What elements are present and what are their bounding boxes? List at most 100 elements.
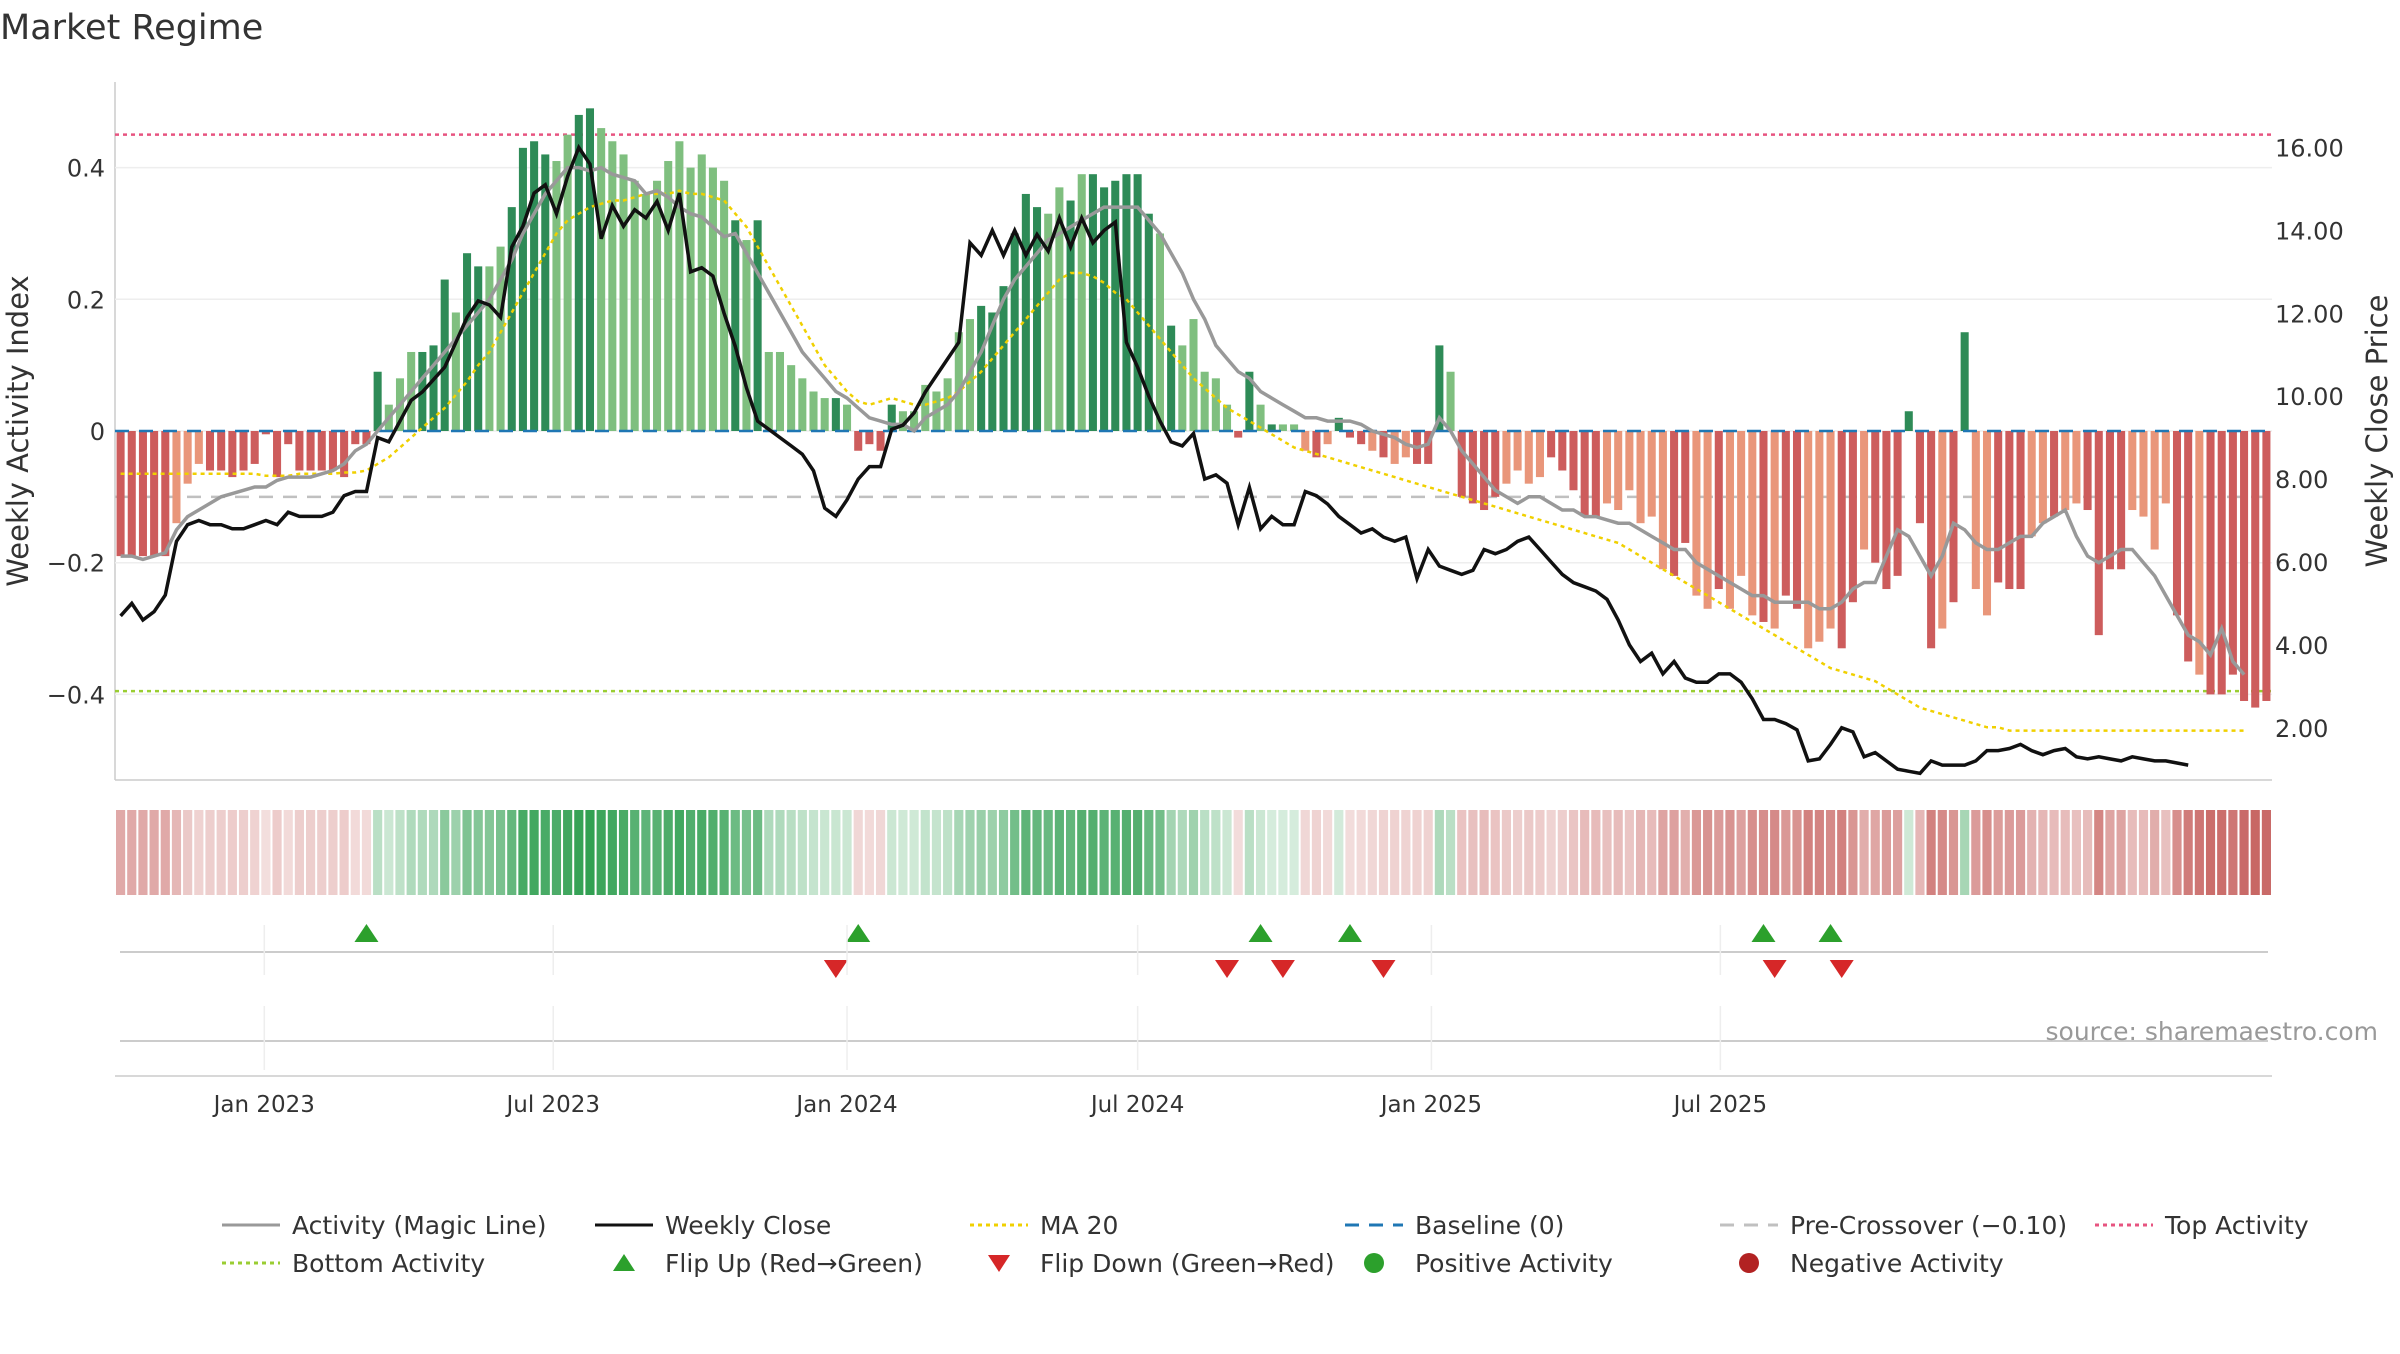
regime-strip-cell xyxy=(1513,810,1523,895)
legend-item: MA 20 xyxy=(970,1211,1118,1240)
regime-strip-cell xyxy=(205,810,215,895)
activity-bar xyxy=(1234,431,1243,438)
regime-strip-cell xyxy=(797,810,807,895)
activity-bar xyxy=(541,154,550,431)
regime-strip-cell xyxy=(1255,810,1266,895)
chart-title: Market Regime xyxy=(0,8,264,48)
regime-strip-cell xyxy=(1211,810,1221,895)
activity-bar xyxy=(127,431,136,557)
activity-bar xyxy=(1278,424,1287,431)
legend-label: Weekly Close xyxy=(665,1211,831,1240)
regime-strip-cell xyxy=(440,810,450,895)
regime-strip-cell xyxy=(395,810,405,895)
activity-bar xyxy=(1245,371,1254,431)
activity-bar xyxy=(597,128,606,431)
activity-bar xyxy=(1759,431,1768,622)
weekly-close-line xyxy=(119,143,2189,776)
activity-bar xyxy=(887,404,896,431)
regime-strip-cell xyxy=(2172,810,2182,895)
flip-down-marker xyxy=(1270,960,1295,978)
regime-strip-cell xyxy=(741,810,752,895)
regime-strip-cell xyxy=(1647,810,1657,895)
regime-strip-cell xyxy=(2015,810,2026,895)
legend-item: Negative Activity xyxy=(1739,1249,2004,1278)
activity-bar xyxy=(1379,431,1388,458)
activity-bar xyxy=(306,431,315,471)
activity-bar xyxy=(138,431,147,557)
regime-strip-cell xyxy=(1714,810,1724,895)
regime-strip-cell xyxy=(1088,810,1098,895)
activity-bar xyxy=(1848,431,1857,603)
regime-strip-cell xyxy=(1133,810,1143,895)
regime-strip-cell xyxy=(417,810,427,895)
activity-bar xyxy=(1547,431,1556,458)
x-tick-label: Jul 2025 xyxy=(1672,1092,1768,1118)
activity-bar xyxy=(1021,193,1030,431)
regime-strip-cell xyxy=(484,810,494,895)
activity-bar xyxy=(865,431,874,445)
activity-bar xyxy=(351,431,360,445)
regime-strip-cell xyxy=(171,810,182,895)
activity-bar xyxy=(1882,431,1891,590)
regime-strip-cell xyxy=(1758,810,1769,895)
activity-bar xyxy=(2016,431,2025,590)
regime-strip-cell xyxy=(384,810,394,895)
activity-bar xyxy=(1994,431,2003,583)
activity-bar xyxy=(910,411,919,431)
activity-bar xyxy=(1524,431,1533,484)
activity-bar xyxy=(1982,431,1992,616)
activity-bar xyxy=(1189,319,1198,431)
activity-bar xyxy=(2206,431,2215,695)
regime-strip-cell xyxy=(685,810,696,895)
regime-strip-cell xyxy=(2217,810,2227,895)
activity-bar xyxy=(664,161,673,432)
legend-label: Bottom Activity xyxy=(292,1249,485,1278)
regime-strip-cell xyxy=(708,810,718,895)
activity-bar xyxy=(854,431,863,451)
activity-bar xyxy=(2083,431,2092,511)
activity-bar xyxy=(1267,424,1276,431)
x-tick-label: Jul 2024 xyxy=(1089,1092,1185,1118)
regime-strip-cell xyxy=(373,810,383,895)
activity-bar xyxy=(1636,431,1645,524)
y-right-tick-label: 6.00 xyxy=(2275,549,2328,577)
regime-strip-cell xyxy=(1356,810,1366,895)
regime-strip-cell xyxy=(160,810,170,895)
activity-bar xyxy=(340,431,349,478)
regime-strip-cell xyxy=(618,810,629,895)
regime-strip-cell xyxy=(529,810,539,895)
regime-strip-cell xyxy=(931,810,942,895)
activity-bar xyxy=(183,431,192,484)
activity-bar xyxy=(2038,431,2047,524)
activity-bar xyxy=(1323,431,1332,445)
flip-down-marker xyxy=(1371,960,1396,978)
activity-bar xyxy=(451,312,460,431)
regime-strip-cell xyxy=(2161,810,2171,895)
regime-strip-cell xyxy=(853,810,863,895)
activity-bar xyxy=(172,431,181,524)
regime-strip-cell xyxy=(1233,810,1243,895)
regime-strip-cell xyxy=(563,810,573,895)
activity-bar xyxy=(474,266,483,431)
regime-strip-cell xyxy=(1378,810,1389,895)
activity-bar xyxy=(228,431,237,478)
regime-strip-cell xyxy=(1747,810,1757,895)
regime-strip-cell xyxy=(2027,810,2037,895)
activity-bar xyxy=(999,286,1008,431)
activity-bar xyxy=(1949,431,1958,603)
regime-strip-cell xyxy=(2094,810,2104,895)
regime-strip-cell xyxy=(149,810,159,895)
regime-strip-cell xyxy=(730,810,740,895)
activity-bar xyxy=(328,431,337,471)
activity-bar xyxy=(630,180,639,431)
regime-strip-cell xyxy=(842,810,852,895)
regime-strip-cell xyxy=(1926,810,1936,895)
regime-strip-cell xyxy=(1021,810,1031,895)
regime-strip-cell xyxy=(786,810,796,895)
activity-bar xyxy=(1904,411,1913,431)
regime-strip-cell xyxy=(1770,810,1780,895)
activity-bar xyxy=(261,431,270,435)
y-left-tick-label: −0.2 xyxy=(47,550,105,578)
activity-bar xyxy=(1122,174,1131,432)
